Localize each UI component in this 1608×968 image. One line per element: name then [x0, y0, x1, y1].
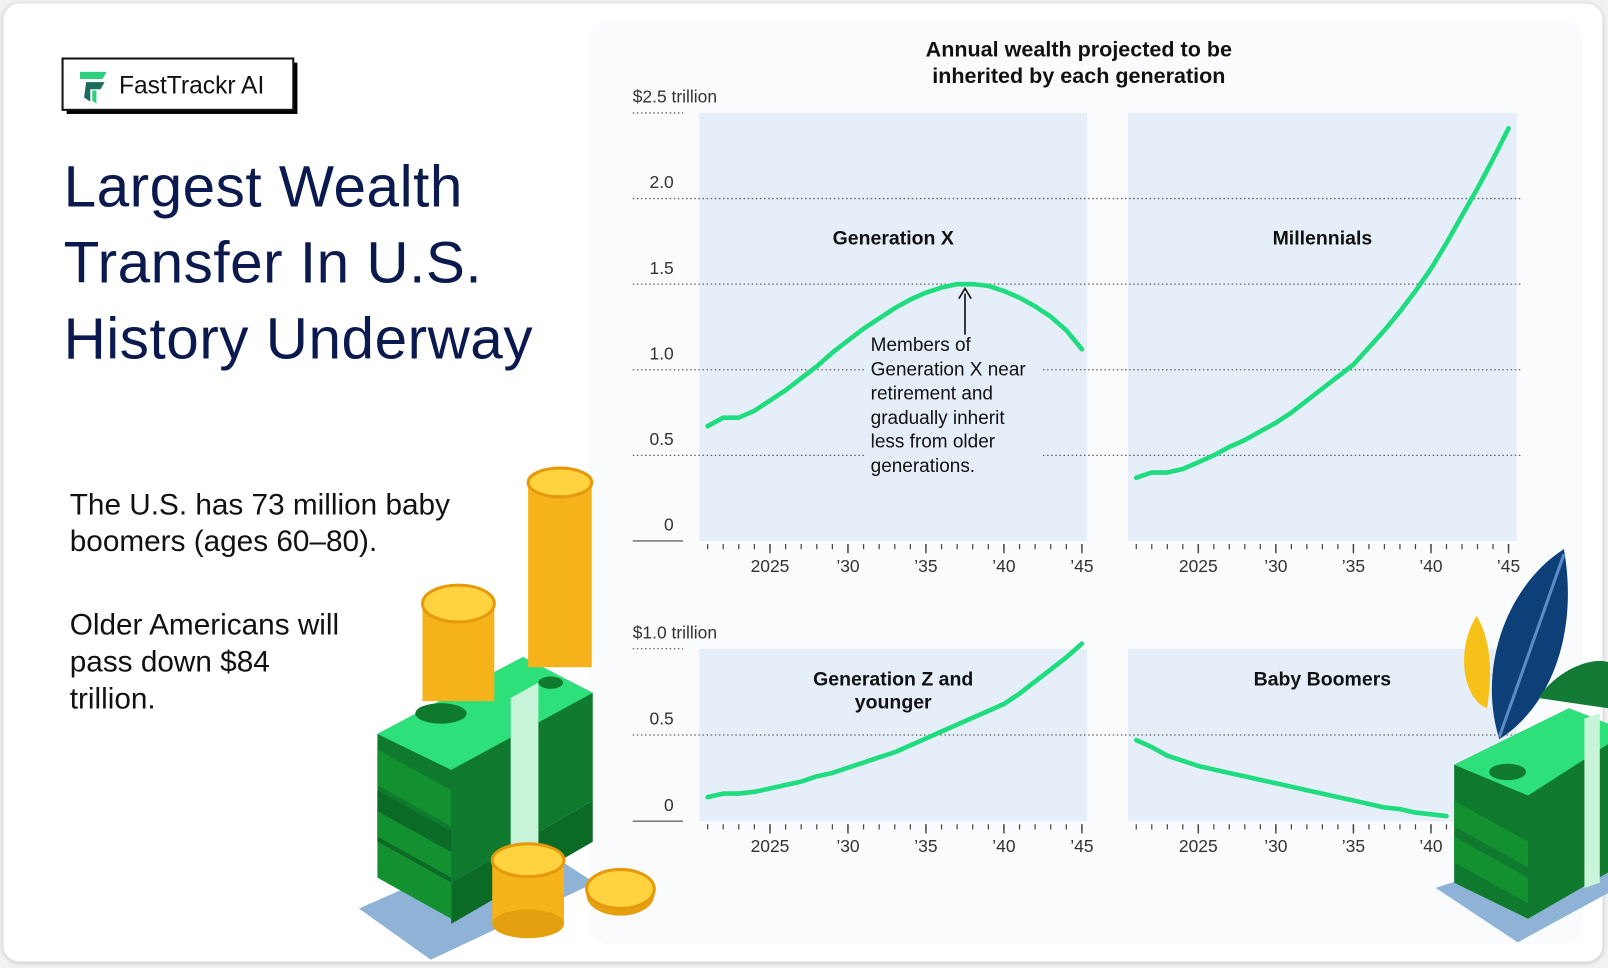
panel-background: [699, 648, 1088, 822]
data-line: [705, 281, 1085, 429]
y-tick-label: 1.5: [650, 258, 674, 278]
x-tick-label: ’35: [1342, 836, 1365, 856]
x-tick-label: ’35: [914, 836, 937, 856]
panel-title-box: Millennials: [1272, 227, 1373, 250]
headline-box: Largest Wealth Transfer In U.S. History …: [63, 153, 534, 372]
y-tick-label: $2.5 trillion: [633, 87, 717, 107]
x-tick-label: ’30: [836, 836, 860, 856]
x-tick-label: ’45: [1070, 836, 1093, 856]
y-tick-label: 0.5: [650, 709, 674, 729]
y-tick-label: 2.0: [650, 172, 675, 192]
headline: Largest Wealth Transfer In U.S. History …: [63, 153, 534, 372]
annotation-box: Members of Generation X near retirement …: [866, 330, 1043, 480]
x-tick-label: ’45: [1497, 556, 1520, 576]
x-tick-label: ’40: [992, 556, 1016, 576]
y-tick-label: 0: [664, 515, 674, 535]
y-tick-label: 1.0: [650, 343, 675, 363]
logo-text: FastTrackr AI: [119, 72, 264, 99]
x-tick-label: ’30: [1264, 836, 1288, 856]
logo-icon: [79, 71, 107, 104]
panel-title-box: Generation Z and younger: [813, 669, 974, 714]
x-tick-label: 2025: [1179, 556, 1218, 576]
x-tick-label: 2025: [751, 836, 790, 856]
panel-title: Baby Boomers: [1253, 669, 1392, 691]
data-line: [1133, 737, 1449, 819]
paragraph-box: Older Americans will pass down $84 trill…: [69, 608, 340, 716]
logo-box: [61, 57, 295, 111]
figure-title-box: Annual wealth projected to be inherited …: [925, 37, 1232, 89]
x-tick-label: ’45: [1070, 556, 1093, 576]
x-tick-label: ’35: [914, 556, 937, 576]
y-tick-label: $1.0 trillion: [633, 622, 717, 642]
panel-title: Generation X: [832, 227, 954, 250]
figure-title: Annual wealth projected to be inherited …: [925, 37, 1232, 89]
charts: 0 0.5 1.0 1.5 2.0 $2.5 trillion 0 0.5 $1.0 trill…: [632, 87, 1521, 856]
x-tick-label: ’40: [992, 836, 1016, 856]
money-illustration: [358, 466, 656, 960]
panel-title-box: Generation X: [832, 227, 954, 250]
data-line: [1133, 126, 1511, 480]
panel-title: Millennials: [1272, 227, 1373, 250]
paragraph: Older Americans will pass down $84 trill…: [69, 608, 340, 716]
paragraph: The U.S. has 73 million baby boomers (ag…: [69, 488, 450, 559]
panel-title: Generation Z and younger: [813, 669, 974, 714]
annotation-arrowhead: [958, 286, 972, 300]
x-tick-label: ’40: [1419, 556, 1443, 576]
paragraph-box: The U.S. has 73 million baby boomers (ag…: [69, 488, 450, 559]
y-tick-label: 0.5: [650, 429, 674, 449]
x-tick-label: 2025: [1179, 836, 1218, 856]
x-tick-label: ’30: [1264, 556, 1288, 576]
x-tick-label: ’40: [1419, 836, 1443, 856]
panel-background: [1128, 112, 1517, 541]
y-tick-label: 0: [664, 795, 674, 815]
x-tick-label: 2025: [751, 556, 790, 576]
panel-title-box: Baby Boomers: [1253, 669, 1392, 691]
x-tick-label: ’35: [1342, 556, 1365, 576]
x-tick-label: ’30: [836, 556, 860, 576]
data-line: [705, 641, 1085, 800]
money-illustration: [1435, 549, 1608, 943]
annotation: Members of Generation X near retirement …: [866, 330, 1043, 480]
